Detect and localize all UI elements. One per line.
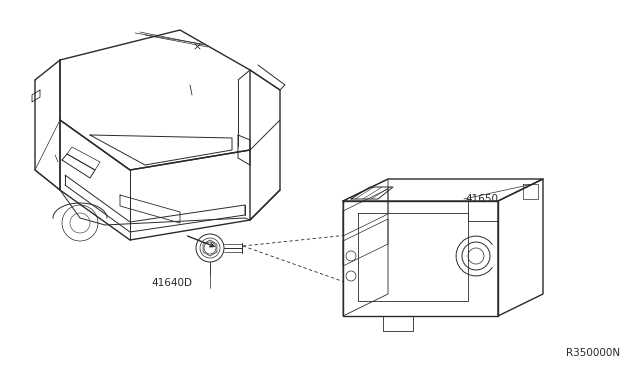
Text: 41650: 41650 — [466, 194, 499, 204]
Text: R350000N: R350000N — [566, 348, 620, 358]
Text: 41640D: 41640D — [151, 278, 192, 288]
